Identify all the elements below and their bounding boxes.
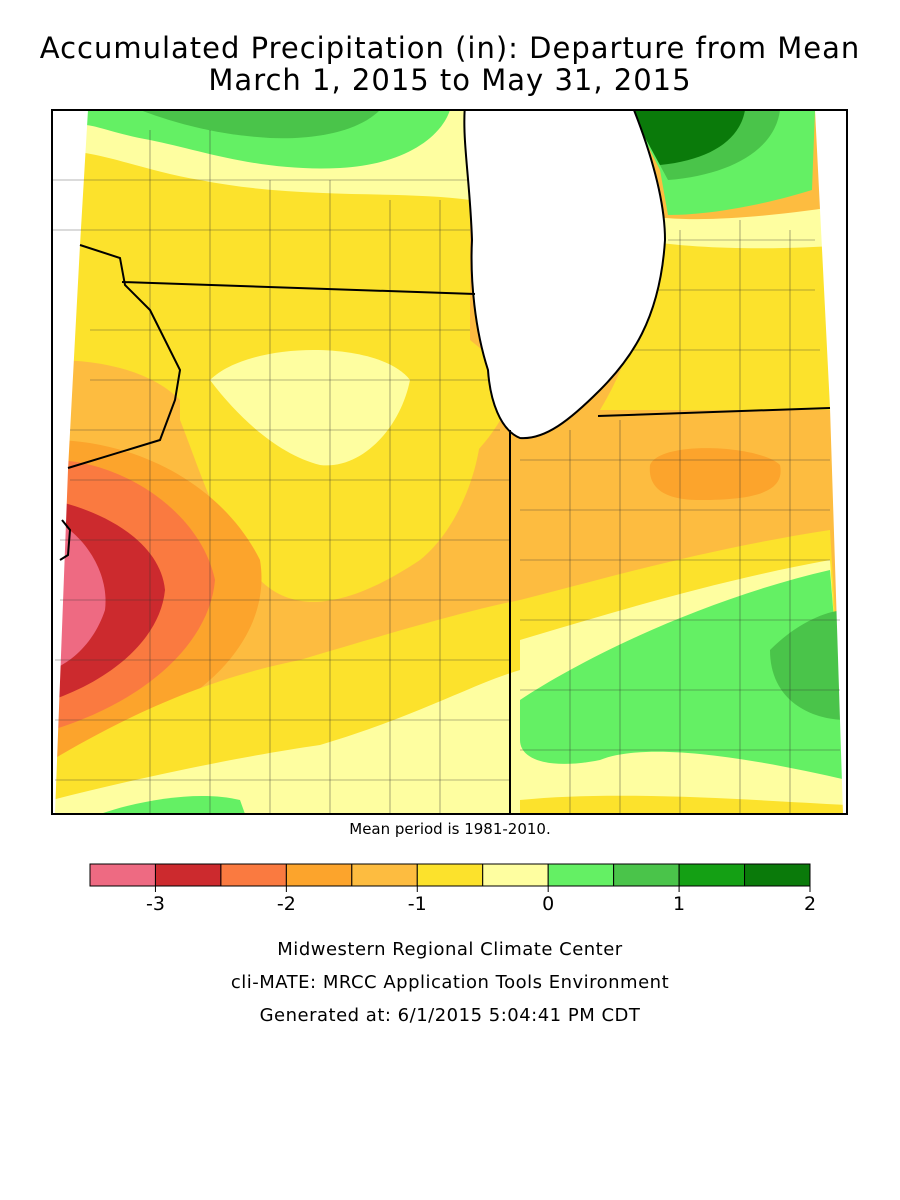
legend-tick-label: -1 (408, 893, 427, 915)
contour (520, 795, 847, 814)
colorbar: -3 -2 -1 0 1 2 (89, 863, 816, 915)
legend-bin (220, 863, 287, 887)
footer-line: Midwestern Regional Climate Center (277, 939, 623, 960)
legend-tick-label: -2 (277, 893, 296, 915)
contour (52, 670, 520, 814)
legend-bin (351, 863, 418, 887)
legend-bin (89, 863, 156, 887)
legend-bin (285, 863, 353, 887)
contour (770, 610, 847, 720)
title-line: March 1, 2015 to May 31, 2015 (208, 63, 691, 97)
mean-period-note: Mean period is 1981-2010. (349, 820, 550, 838)
footer-line: Generated at: 6/1/2015 5:04:41 PM CDT (260, 1005, 641, 1026)
contour (85, 110, 450, 169)
state-border (121, 281, 476, 295)
lake-michigan (463, 110, 667, 440)
contour (630, 110, 745, 165)
state-border (67, 244, 182, 469)
state-border (59, 519, 72, 561)
legend-bin (678, 863, 746, 887)
legend-tick-label: 2 (804, 893, 816, 915)
legend-tick-label: 1 (673, 893, 685, 915)
footer-line: cli-MATE: MRCC Application Tools Environ… (231, 972, 669, 993)
legend-tick-label: -3 (146, 893, 165, 915)
county-grid (52, 130, 840, 814)
contour (649, 448, 781, 500)
legend-bin (154, 863, 222, 887)
map-frame (51, 109, 848, 815)
title-line: Accumulated Precipitation (in): Departur… (40, 31, 861, 65)
legend-bin (613, 863, 680, 887)
legend-bin (482, 863, 549, 887)
contour (100, 795, 245, 814)
map (52, 110, 847, 814)
legend-bin (744, 863, 811, 887)
contour (640, 205, 847, 249)
legend-bin (416, 863, 484, 887)
contour (210, 350, 410, 466)
contour (140, 110, 380, 139)
outside-area (52, 110, 88, 814)
contour (520, 570, 847, 780)
legend-bin (547, 863, 615, 887)
state-border (597, 407, 831, 417)
outside-area (815, 110, 847, 814)
legend-tick-label: 0 (542, 893, 554, 915)
